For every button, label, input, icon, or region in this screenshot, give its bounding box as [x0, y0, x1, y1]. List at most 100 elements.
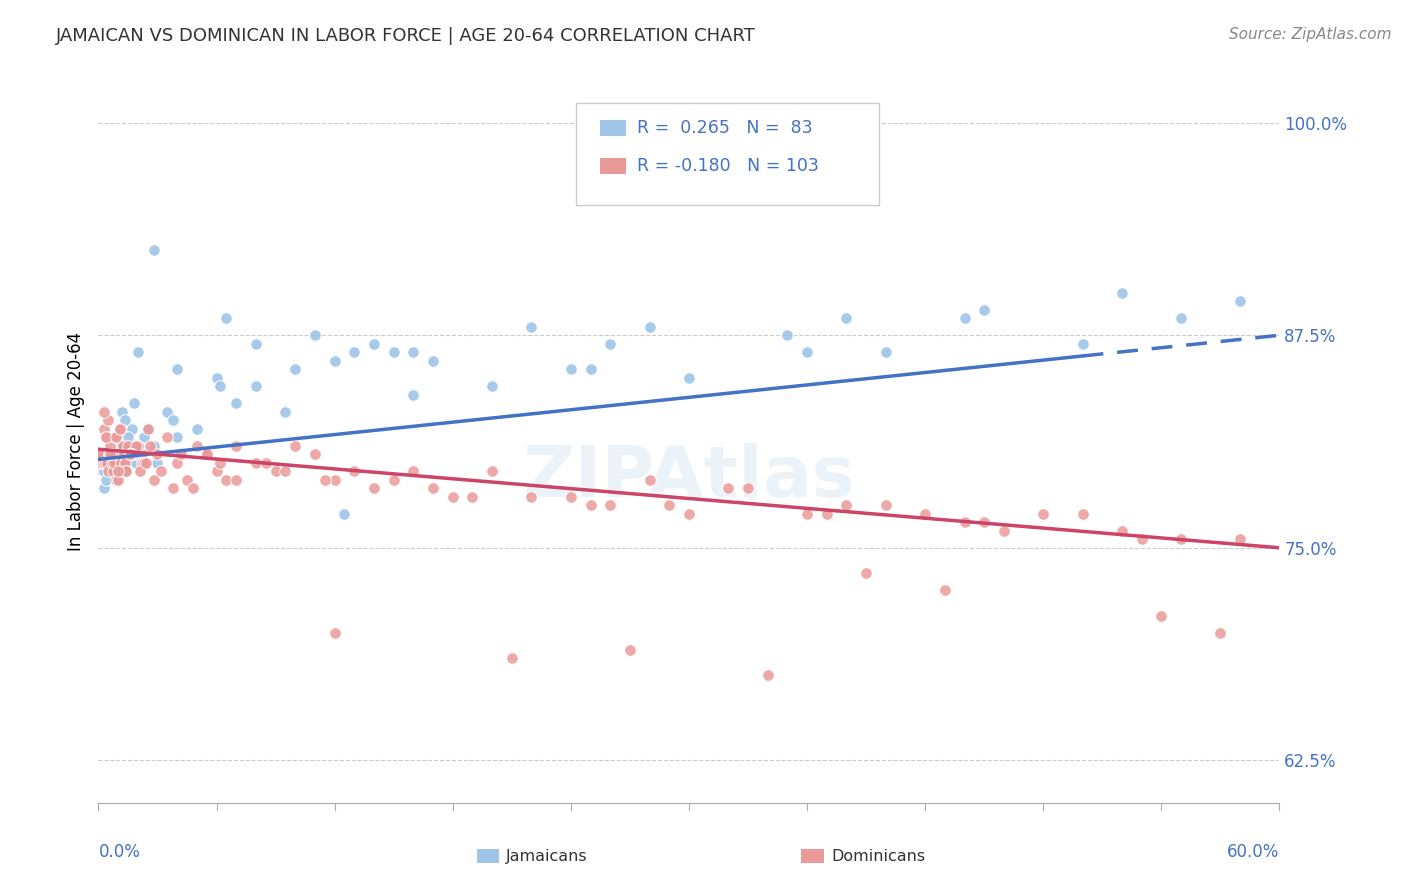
Point — [1071, 507, 1094, 521]
Point — [118, 447, 141, 461]
Point — [118, 447, 141, 461]
Point — [136, 422, 159, 436]
Point — [138, 439, 160, 453]
Point — [422, 481, 444, 495]
Point — [579, 498, 602, 512]
Point — [96, 473, 118, 487]
Point — [93, 481, 115, 495]
Point — [166, 430, 188, 444]
Point — [101, 464, 124, 478]
Point — [323, 625, 346, 640]
Text: R = -0.180   N = 103: R = -0.180 N = 103 — [637, 157, 818, 175]
Point — [132, 430, 155, 444]
Point — [94, 456, 117, 470]
Point — [142, 473, 165, 487]
Point — [835, 498, 858, 512]
Point — [122, 396, 145, 410]
Point — [111, 464, 134, 478]
Point — [103, 456, 125, 470]
Point — [1130, 533, 1153, 547]
Point — [96, 430, 118, 444]
Point — [91, 447, 114, 461]
Point — [284, 439, 307, 453]
Point — [520, 319, 543, 334]
Point — [98, 439, 121, 453]
Point — [323, 473, 346, 487]
Point — [382, 473, 405, 487]
Point — [953, 516, 976, 530]
Point — [122, 447, 145, 461]
Point — [114, 456, 136, 470]
Point — [215, 311, 238, 326]
Point — [91, 464, 114, 478]
Point — [560, 362, 582, 376]
Point — [599, 498, 621, 512]
Point — [245, 379, 267, 393]
Point — [304, 328, 326, 343]
Point — [209, 379, 232, 393]
Point — [579, 362, 602, 376]
Point — [103, 447, 125, 461]
Point — [100, 447, 122, 461]
Point — [343, 464, 366, 478]
Point — [422, 353, 444, 368]
Point — [107, 464, 129, 478]
Point — [162, 481, 184, 495]
Point — [98, 464, 121, 478]
Point — [1170, 533, 1192, 547]
Point — [333, 507, 356, 521]
Point — [973, 302, 995, 317]
Point — [402, 345, 425, 359]
Point — [105, 447, 128, 461]
Point — [115, 464, 138, 478]
Point — [111, 405, 134, 419]
Point — [1032, 507, 1054, 521]
Y-axis label: In Labor Force | Age 20-64: In Labor Force | Age 20-64 — [66, 332, 84, 551]
Point — [93, 464, 115, 478]
Point — [98, 447, 121, 461]
Point — [104, 430, 127, 444]
Point — [107, 447, 129, 461]
Point — [737, 481, 759, 495]
Point — [117, 430, 139, 444]
Point — [117, 439, 139, 453]
Point — [215, 473, 238, 487]
Point — [115, 464, 138, 478]
Point — [89, 447, 111, 461]
Point — [105, 473, 128, 487]
Point — [108, 422, 131, 436]
Point — [441, 490, 464, 504]
Point — [112, 447, 135, 461]
Point — [855, 566, 877, 581]
Point — [128, 464, 150, 478]
Point — [156, 405, 179, 419]
Point — [166, 362, 188, 376]
Point — [90, 456, 112, 470]
Point — [146, 456, 169, 470]
Text: 0.0%: 0.0% — [98, 843, 141, 861]
Point — [501, 651, 523, 665]
Point — [481, 464, 503, 478]
Text: ZIPAtlas: ZIPAtlas — [523, 443, 855, 512]
Point — [402, 464, 425, 478]
Point — [131, 456, 153, 470]
Point — [254, 456, 277, 470]
Text: JAMAICAN VS DOMINICAN IN LABOR FORCE | AGE 20-64 CORRELATION CHART: JAMAICAN VS DOMINICAN IN LABOR FORCE | A… — [56, 27, 756, 45]
Point — [619, 642, 641, 657]
Text: Jamaicans: Jamaicans — [506, 849, 588, 863]
Point — [245, 336, 267, 351]
Point — [264, 464, 287, 478]
Point — [108, 422, 131, 436]
Point — [560, 490, 582, 504]
Point — [875, 498, 897, 512]
Point — [520, 490, 543, 504]
Point — [402, 388, 425, 402]
Point — [97, 413, 120, 427]
Point — [110, 439, 132, 453]
Point — [100, 447, 122, 461]
Point — [914, 507, 936, 521]
Point — [304, 447, 326, 461]
Point — [274, 405, 297, 419]
Text: Source: ZipAtlas.com: Source: ZipAtlas.com — [1229, 27, 1392, 42]
Point — [121, 447, 143, 461]
